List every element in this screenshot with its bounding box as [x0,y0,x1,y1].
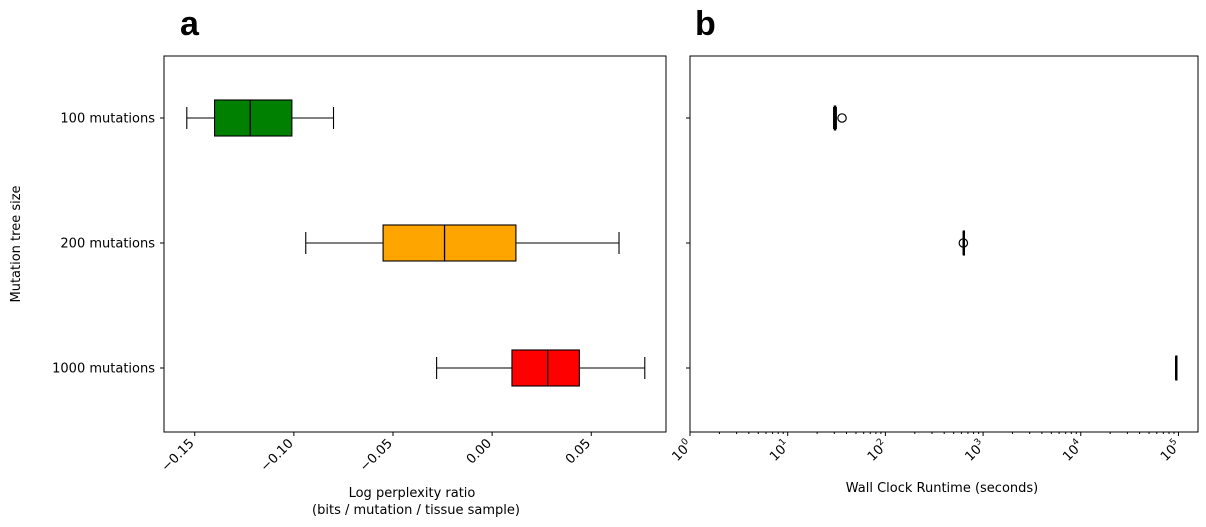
panel-a-marks: 100 mutations 200 mutations 1000 mutations… [52,99,646,475]
panel-b-marks: 100 101 102 103 104 105 [668,105,1185,465]
box-100-mutations [214,99,293,137]
panel-b-letter: b [695,5,716,43]
panel-a-x-tick-label: −0.05 [357,436,396,475]
panel-a-y-tick-label: 100 mutations [60,112,155,127]
panel-b-x-tick-label: 104 [1059,437,1087,465]
panel-a-y-axis-label: Mutation tree size [9,185,24,302]
panel-a-plot-area [163,55,667,433]
runtime-100-mutations-outlier [837,113,847,123]
runtime-200-mutations-outlier [958,238,969,248]
panel-b-plot-area [689,55,1199,433]
panel-a-x-tick-label: −0.10 [258,436,297,475]
panel-b-x-tick-label: 102 [863,437,891,465]
panel-a-x-axis-label-line2: (bits / mutation / tissue sample) [312,503,520,518]
box-1000-mutations [511,349,580,387]
panel-a-x-tick-label: 0.00 [464,436,495,467]
panel-b-x-tick-label: 100 [668,437,696,465]
panel-b-x-tick-label: 105 [1157,437,1185,465]
panel-a-x-tick-label: 0.05 [563,436,594,467]
box-200-mutations [382,224,517,262]
panel-b-x-tick-label: 101 [766,437,794,465]
panel-a-y-tick-label: 200 mutations [60,237,155,252]
panel-a-y-tick-label: 1000 mutations [52,362,155,377]
panel-b-x-tick-label: 103 [961,437,989,465]
panel-a-letter: a [180,5,200,43]
panel-a-x-axis-label-line1: Log perplexity ratio [349,486,476,501]
panel-a-x-tick-label: −0.15 [159,436,198,475]
panel-b-x-axis-label: Wall Clock Runtime (seconds) [846,481,1039,496]
